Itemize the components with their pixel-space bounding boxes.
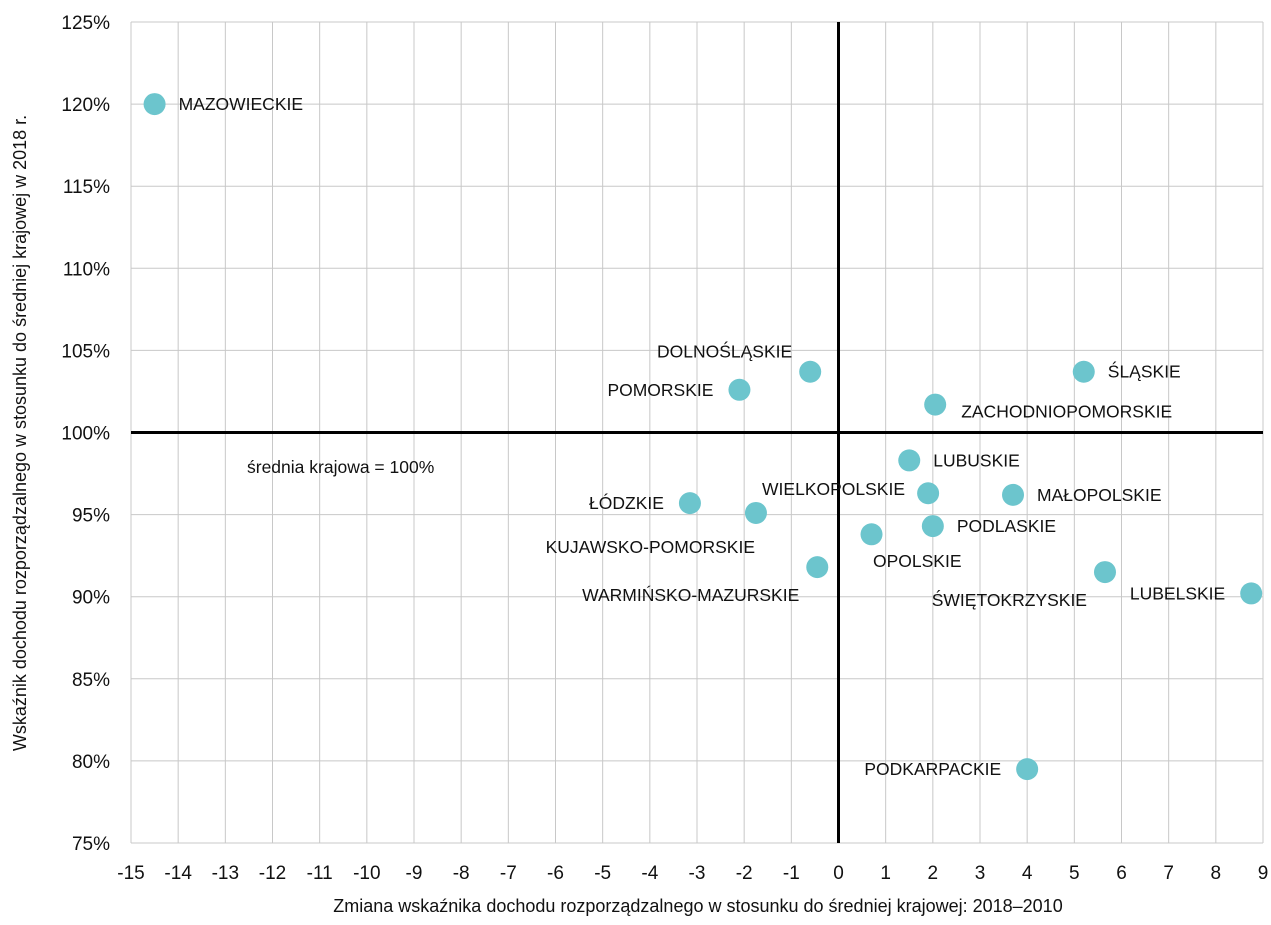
point-label: KUJAWSKO-POMORSKIE [546, 537, 755, 557]
point-label: OPOLSKIE [873, 551, 962, 571]
point-label: ŚLĄSKIE [1108, 361, 1181, 382]
point-label: MAŁOPOLSKIE [1037, 485, 1162, 505]
data-point [860, 523, 883, 546]
x-tick-labels: -15 -14 -13 -12 -11 -10 -9 -8 -7 -6 -5 -4 -3 -2 -1 0 1 2 3… [117, 863, 1268, 884]
point-labels: MAZOWIECKIE DOLNOŚLĄSKIE POMORSKIE ŚLĄSKIE Z… [179, 94, 1226, 779]
x-tick-label: -6 [547, 863, 564, 884]
data-point [898, 449, 921, 472]
x-tick-label: -3 [689, 863, 706, 884]
x-tick-label: -15 [117, 863, 144, 884]
data-point [728, 378, 751, 401]
y-tick-label: 115% [63, 177, 110, 198]
x-tick-label: 5 [1069, 863, 1080, 884]
y-tick-label: 125% [61, 13, 110, 34]
x-tick-label: -8 [453, 863, 470, 884]
point-label: LUBUSKIE [933, 450, 1020, 470]
data-point [1002, 483, 1025, 506]
y-tick-label: 75% [72, 834, 110, 855]
reference-lines [131, 22, 1263, 843]
x-tick-label: -5 [594, 863, 611, 884]
y-tick-label: 120% [61, 95, 110, 116]
point-label: PODKARPACKIE [864, 759, 1001, 779]
y-tick-label: 95% [72, 506, 110, 527]
x-tick-label: 4 [1022, 863, 1033, 884]
data-point [678, 492, 701, 515]
x-tick-label: -4 [641, 863, 658, 884]
x-tick-label: 8 [1211, 863, 1222, 884]
y-tick-labels: 75% 80% 85% 90% 95% 100% 105% 110% 115% 120% 125% [61, 13, 110, 855]
x-tick-label: -13 [212, 863, 239, 884]
y-tick-label: 80% [72, 752, 110, 773]
x-tick-label: 7 [1163, 863, 1174, 884]
data-point [799, 360, 822, 383]
data-points [143, 93, 1263, 781]
data-point [1093, 561, 1116, 584]
x-tick-label: 1 [880, 863, 891, 884]
y-tick-label: 85% [72, 670, 110, 691]
data-point [806, 556, 829, 579]
x-tick-label: 9 [1258, 863, 1269, 884]
x-tick-label: -2 [736, 863, 753, 884]
point-label: WARMIŃSKO-MAZURSKIE [582, 585, 799, 605]
x-tick-label: 0 [833, 863, 844, 884]
data-point [1240, 582, 1263, 605]
x-tick-label: 3 [975, 863, 986, 884]
point-label: POMORSKIE [607, 380, 713, 400]
x-tick-label: -10 [353, 863, 380, 884]
y-tick-label: 110% [63, 259, 110, 280]
point-label: WIELKOPOLSKIE [762, 479, 905, 499]
data-point [917, 482, 940, 505]
point-label: MAZOWIECKIE [179, 94, 303, 114]
point-label: ŁÓDZKIE [589, 492, 664, 513]
y-tick-label: 105% [61, 341, 110, 362]
data-point [924, 393, 947, 416]
point-label: PODLASKIE [957, 516, 1056, 536]
x-axis-title: Zmiana wskaźnika dochodu rozporządzalneg… [333, 896, 1062, 916]
data-point [744, 501, 767, 524]
y-axis-title: Wskaźnik dochodu rozporządzalnego w stos… [10, 115, 30, 751]
data-point [1072, 360, 1095, 383]
point-label: ŚWIĘTOKRZYSKIE [932, 589, 1087, 610]
y-tick-label: 100% [61, 424, 110, 445]
x-tick-label: 6 [1116, 863, 1127, 884]
x-tick-label: -7 [500, 863, 517, 884]
point-label: ZACHODNIOPOMORSKIE [961, 402, 1172, 422]
point-label: DOLNOŚLĄSKIE [657, 341, 792, 362]
data-point [143, 93, 166, 116]
y-tick-label: 90% [72, 588, 110, 609]
x-tick-label: -14 [164, 863, 192, 884]
data-point [1016, 758, 1039, 781]
point-label: LUBELSKIE [1130, 583, 1225, 603]
x-tick-label: -9 [406, 863, 423, 884]
x-tick-label: 2 [928, 863, 939, 884]
x-tick-label: -1 [783, 863, 800, 884]
x-tick-label: -11 [307, 863, 333, 884]
data-point [921, 515, 944, 538]
average-annotation: średnia krajowa = 100% [247, 457, 434, 477]
x-tick-label: -12 [259, 863, 286, 884]
